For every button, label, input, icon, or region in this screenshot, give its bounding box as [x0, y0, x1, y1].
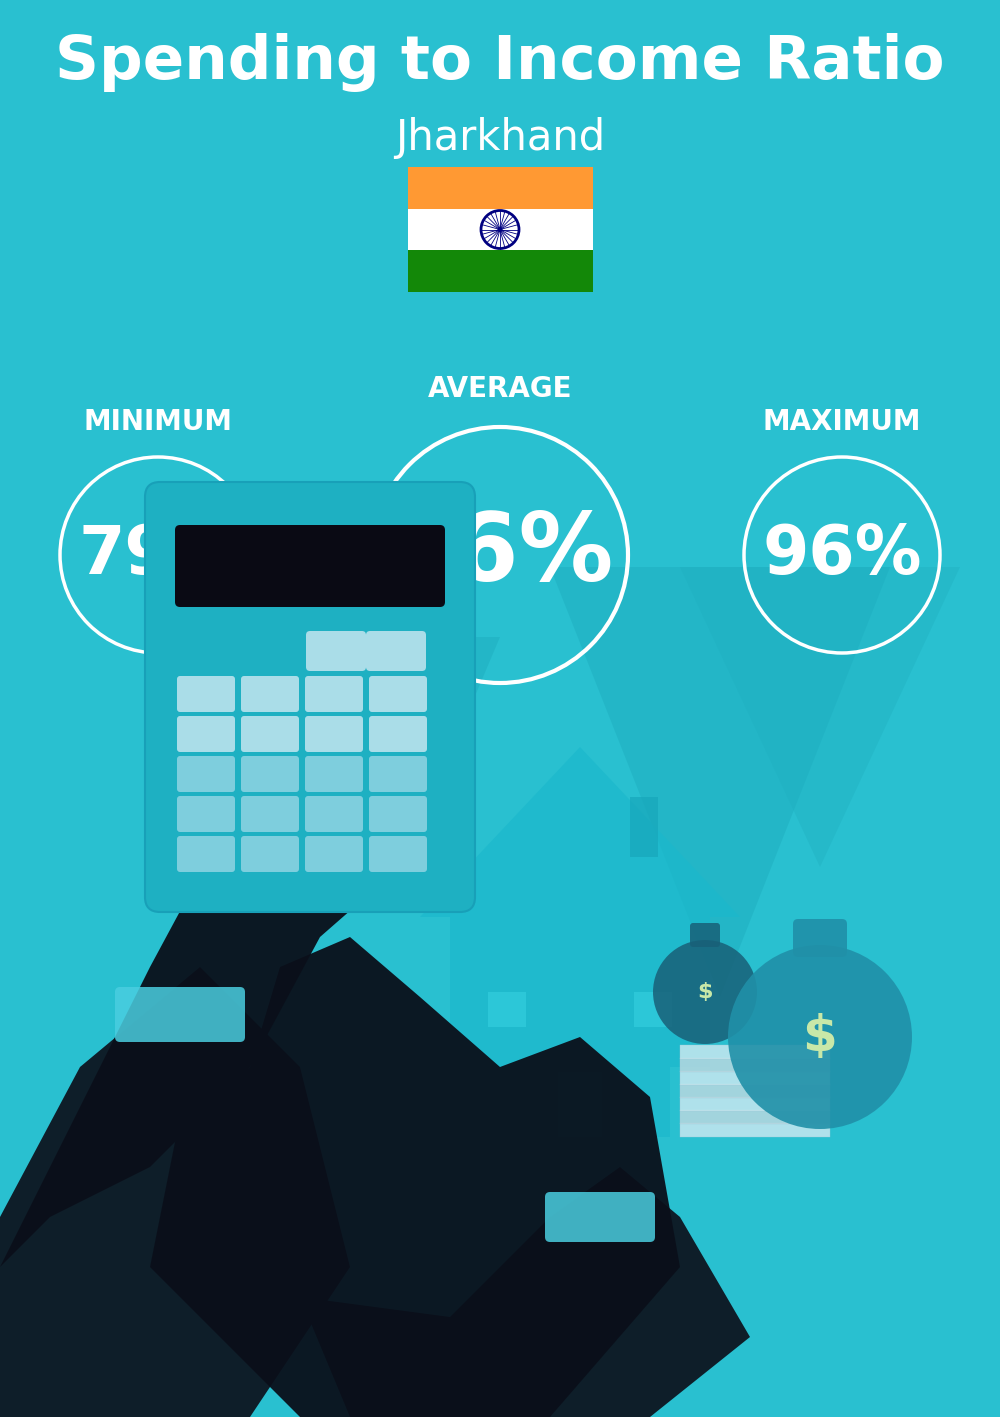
Bar — [680, 1084, 830, 1098]
Text: 79%: 79% — [78, 521, 238, 588]
FancyBboxPatch shape — [241, 836, 299, 871]
Text: MAXIMUM: MAXIMUM — [763, 408, 921, 436]
FancyBboxPatch shape — [177, 676, 235, 711]
Text: Jharkhand: Jharkhand — [395, 118, 605, 159]
Polygon shape — [280, 638, 500, 897]
FancyBboxPatch shape — [305, 836, 363, 871]
FancyBboxPatch shape — [241, 716, 299, 752]
Bar — [490, 1067, 670, 1136]
Text: $: $ — [803, 1013, 837, 1061]
FancyBboxPatch shape — [241, 676, 299, 711]
Circle shape — [728, 945, 912, 1129]
FancyBboxPatch shape — [306, 631, 366, 672]
Bar — [680, 1110, 830, 1124]
FancyBboxPatch shape — [177, 836, 235, 871]
FancyBboxPatch shape — [177, 757, 235, 792]
FancyBboxPatch shape — [305, 796, 363, 832]
Bar — [408, 208, 592, 251]
Bar — [408, 251, 592, 292]
FancyBboxPatch shape — [369, 796, 427, 832]
Bar — [558, 1073, 602, 1136]
Polygon shape — [0, 966, 350, 1417]
FancyBboxPatch shape — [369, 836, 427, 871]
FancyBboxPatch shape — [793, 920, 847, 956]
FancyBboxPatch shape — [545, 1192, 655, 1241]
FancyBboxPatch shape — [366, 631, 426, 672]
Text: 86%: 86% — [387, 509, 613, 601]
Text: Spending to Income Ratio: Spending to Income Ratio — [55, 33, 945, 92]
FancyBboxPatch shape — [369, 716, 427, 752]
FancyBboxPatch shape — [369, 676, 427, 711]
Polygon shape — [0, 737, 420, 1267]
Bar — [630, 796, 658, 857]
Polygon shape — [420, 747, 740, 917]
Bar — [680, 1124, 830, 1136]
Bar — [680, 1058, 830, 1073]
FancyBboxPatch shape — [145, 482, 475, 913]
Bar — [450, 917, 710, 1067]
Bar — [408, 167, 592, 208]
Bar — [680, 1044, 830, 1058]
Text: 96%: 96% — [762, 521, 922, 588]
Polygon shape — [680, 567, 960, 867]
Polygon shape — [150, 937, 680, 1417]
FancyBboxPatch shape — [175, 526, 445, 606]
Bar — [488, 992, 526, 1027]
Text: $: $ — [697, 982, 713, 1002]
Polygon shape — [550, 567, 890, 998]
Bar — [680, 1071, 830, 1085]
Text: MINIMUM: MINIMUM — [84, 408, 232, 436]
Polygon shape — [300, 1168, 750, 1417]
FancyBboxPatch shape — [305, 757, 363, 792]
FancyBboxPatch shape — [177, 716, 235, 752]
FancyBboxPatch shape — [369, 757, 427, 792]
FancyBboxPatch shape — [241, 757, 299, 792]
Bar — [680, 1097, 830, 1111]
FancyBboxPatch shape — [305, 676, 363, 711]
FancyBboxPatch shape — [305, 716, 363, 752]
Text: AVERAGE: AVERAGE — [428, 376, 572, 402]
FancyBboxPatch shape — [115, 988, 245, 1041]
FancyBboxPatch shape — [690, 922, 720, 947]
FancyBboxPatch shape — [241, 796, 299, 832]
Circle shape — [498, 227, 503, 232]
FancyBboxPatch shape — [177, 796, 235, 832]
Bar — [634, 992, 672, 1027]
Circle shape — [653, 939, 757, 1044]
